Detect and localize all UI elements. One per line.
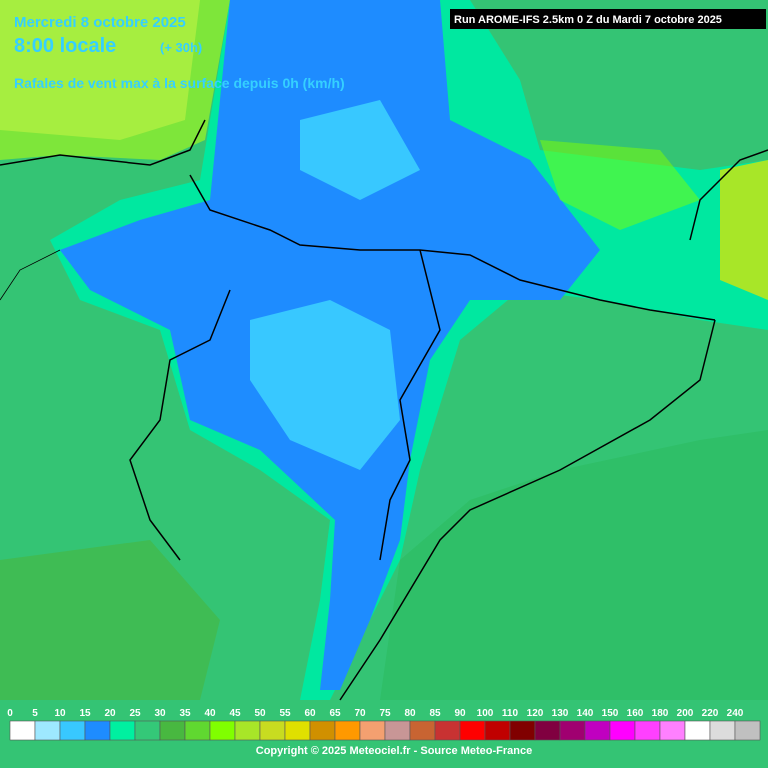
copyright: Copyright © 2025 Meteociel.fr - Source M… bbox=[256, 745, 532, 757]
legend-label: 120 bbox=[527, 708, 544, 719]
legend-label: 0 bbox=[7, 708, 13, 719]
legend-label: 130 bbox=[552, 708, 569, 719]
legend-swatch bbox=[584, 720, 611, 741]
legend-label: 65 bbox=[329, 708, 341, 719]
legend-swatch bbox=[409, 720, 436, 741]
legend-swatch bbox=[559, 720, 586, 741]
legend-label: 90 bbox=[454, 708, 466, 719]
legend-label: 15 bbox=[79, 708, 91, 719]
legend-swatch bbox=[309, 720, 336, 741]
legend-label: 140 bbox=[577, 708, 594, 719]
legend-swatch bbox=[209, 720, 236, 741]
borders bbox=[0, 119, 768, 701]
legend-swatch bbox=[709, 720, 736, 741]
legend-swatch bbox=[259, 720, 286, 741]
legend-label: 110 bbox=[502, 708, 519, 719]
legend-label: 20 bbox=[104, 708, 116, 719]
time: 8:00 locale bbox=[14, 35, 116, 57]
legend-label: 75 bbox=[379, 708, 391, 719]
legend-swatch bbox=[59, 720, 86, 741]
legend-swatch bbox=[9, 720, 36, 741]
legend-label: 50 bbox=[254, 708, 266, 719]
legend-swatch bbox=[34, 720, 61, 741]
legend-swatch bbox=[359, 720, 386, 741]
run-info: Run AROME-IFS 2.5km 0 Z du Mardi 7 octob… bbox=[454, 14, 722, 26]
legend-swatch bbox=[459, 720, 486, 741]
legend-label: 5 bbox=[32, 708, 38, 719]
legend-swatch bbox=[609, 720, 636, 741]
date: Mercredi 8 octobre 2025 bbox=[14, 14, 186, 31]
legend-label: 60 bbox=[304, 708, 316, 719]
legend-label: 220 bbox=[702, 708, 719, 719]
legend-label: 45 bbox=[229, 708, 241, 719]
legend-swatch bbox=[634, 720, 661, 741]
parameter: Rafales de vent max à la surface depuis … bbox=[14, 75, 345, 91]
legend-swatch bbox=[384, 720, 411, 741]
legend-label: 35 bbox=[179, 708, 191, 719]
run-info-box bbox=[450, 9, 766, 29]
legend-swatch bbox=[234, 720, 261, 741]
legend-swatch bbox=[159, 720, 186, 741]
legend-label: 85 bbox=[429, 708, 441, 719]
legend-label: 240 bbox=[727, 708, 744, 719]
legend-label: 180 bbox=[652, 708, 669, 719]
legend-label: 200 bbox=[677, 708, 694, 719]
legend-label: 10 bbox=[54, 708, 66, 719]
legend-label: 40 bbox=[204, 708, 216, 719]
legend-label: 70 bbox=[354, 708, 366, 719]
legend-swatch bbox=[284, 720, 311, 741]
legend-swatch bbox=[484, 720, 511, 741]
legend-swatch bbox=[184, 720, 211, 741]
legend-swatch bbox=[509, 720, 536, 741]
legend-swatch bbox=[434, 720, 461, 741]
legend-swatch bbox=[109, 720, 136, 741]
legend-label: 160 bbox=[627, 708, 644, 719]
legend-swatch bbox=[734, 720, 761, 741]
legend-label: 80 bbox=[404, 708, 416, 719]
legend: 0 5 10 15 20 25 30 35 40 45 50 55 60 65 70 75 80 85 90 100 1… bbox=[7, 708, 761, 741]
legend-swatch bbox=[84, 720, 111, 741]
legend-label: 25 bbox=[129, 708, 141, 719]
legend-label: 30 bbox=[154, 708, 166, 719]
legend-swatch bbox=[534, 720, 561, 741]
legend-label: 55 bbox=[279, 708, 291, 719]
legend-swatch bbox=[134, 720, 161, 741]
legend-swatch bbox=[334, 720, 361, 741]
legend-swatch bbox=[659, 720, 686, 741]
legend-swatch bbox=[684, 720, 711, 741]
legend-label: 150 bbox=[602, 708, 619, 719]
legend-label: 100 bbox=[477, 708, 494, 719]
lead-time: (+ 30h) bbox=[160, 40, 202, 55]
